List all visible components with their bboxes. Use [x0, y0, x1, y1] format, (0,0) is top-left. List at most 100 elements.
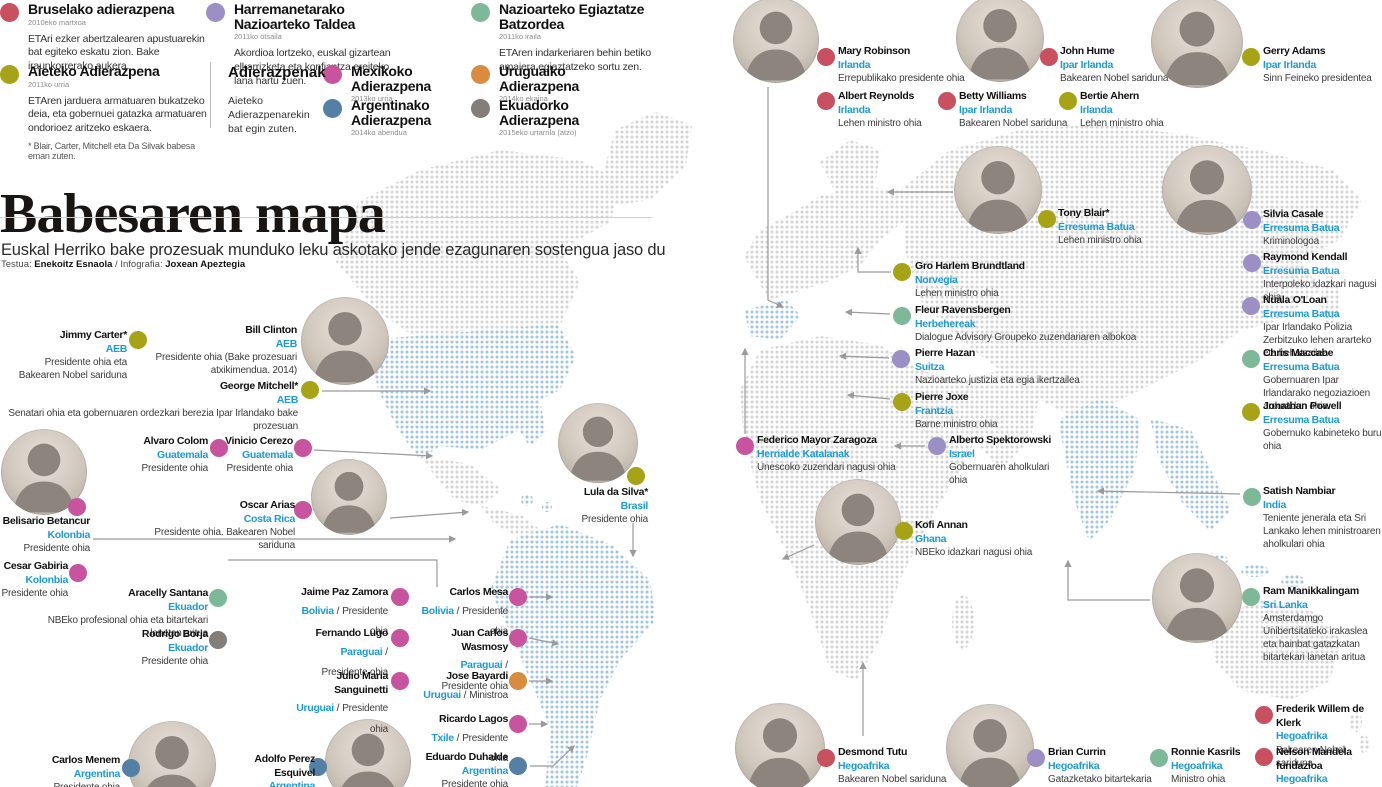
connector-line-13: [781, 544, 815, 560]
person-detail: Bolivia / Presidente ohia: [301, 604, 389, 638]
portrait-silhouette: [321, 471, 377, 533]
person-role: Presidente ohia eta Bakearen Nobel sarid…: [18, 357, 127, 382]
connector-line-18: [838, 352, 890, 360]
person-country: Herbehereak: [915, 317, 976, 330]
person-card-bertie-ahern: Bertie Ahern Irlanda Lehen ministro ohia: [1080, 90, 1190, 130]
connector-line-5: [389, 508, 470, 519]
legend-item-title: Uruguaiko Adierazpena: [499, 63, 579, 94]
person-name: Mary Robinson: [838, 45, 910, 57]
person-name: Fernando Lugo: [315, 627, 388, 639]
legend-item-date: 2011ko urria: [28, 79, 70, 89]
connector-line-6: [228, 559, 438, 587]
portrait-silhouette: [966, 160, 1030, 232]
declaration-dot-juan-carlos-wasmosy: [509, 629, 527, 647]
person-country: Hegoafrika: [1276, 773, 1328, 786]
connector-line-17: [844, 308, 891, 316]
declaration-dot-adolfo-perez-esquivel: [309, 758, 327, 776]
person-card-carlos-mesa: Carlos Mesa Bolivia / Presidente ohia: [420, 586, 509, 641]
legend-divider: [210, 62, 211, 128]
person-card-rodrigo-borja: Rodrigo Borja Ekuador Presidente ohia: [140, 628, 209, 668]
legend-item-aieteko-adierazpena: Aieteko Adierazpena 2011ko urria ETAren ja…: [0, 64, 218, 161]
declaration-dot-frederik-willem-de-klerk: [1255, 706, 1273, 724]
person-country: Israel: [949, 447, 975, 460]
photo-bill-clinton: [301, 297, 389, 385]
person-country: Hegoafrika: [1276, 730, 1328, 743]
person-role: NBEko profesional ohia eta bitartekari l…: [47, 615, 208, 640]
person-name: Juan Carlos Wasmosy: [451, 627, 508, 653]
person-country: Hegoafrika: [838, 759, 890, 772]
portrait-silhouette: [958, 718, 1022, 787]
portrait-silhouette: [1174, 160, 1240, 233]
declaration-dot-tony-blair: [1038, 210, 1056, 228]
credits-line: Testua: Enekoitz Esnaola / Infografia: J…: [1, 258, 246, 270]
photo-tony-blair: [954, 146, 1042, 234]
legend-color-dot: [471, 3, 490, 22]
person-country: Irlanda: [838, 58, 871, 71]
person-country: Frantzia: [915, 404, 953, 417]
declaration-dot-oscar-arias: [294, 501, 312, 519]
photo-carlos-menem: [128, 721, 216, 787]
person-country: Erresuma Batua: [1263, 413, 1340, 426]
person-card-julio-maria-sanguinetti: Julio Maria Sanguinetti Uruguai / Preside…: [292, 670, 388, 739]
person-card-juan-carlos-wasmosy: Juan Carlos Wasmosy Paraguai / Presidente…: [412, 627, 509, 696]
person-card-kofi-annan: Kofi Annan Ghana NBEko idazkari nagusi ohi…: [915, 519, 1070, 559]
person-role: Kriminologoa: [1263, 236, 1319, 248]
person-role: Unescoko zuzendari nagusi ohia: [757, 462, 896, 474]
person-name: Bill Clinton: [245, 324, 297, 336]
portrait-silhouette: [748, 718, 812, 787]
person-card-albert-reynolds: Albert Reynolds Irlanda Lehen ministro ohi…: [838, 90, 958, 130]
person-name: Federico Mayor Zaragoza: [757, 434, 877, 446]
person-country: Irlanda: [1080, 103, 1113, 116]
person-country: Ghana: [915, 532, 947, 545]
declaration-dot-pierre-hazan: [892, 350, 910, 368]
portrait-silhouette: [147, 735, 197, 787]
person-role: Presidente ohia: [441, 681, 509, 693]
photo-adolfo-perez-esquivel: [325, 719, 411, 787]
person-country: Erresuma Batua: [1058, 220, 1135, 233]
declaration-dot-jaime-paz-zamora: [391, 588, 409, 606]
person-card-tony-blair: Tony Blair* Erresuma Batua Lehen ministro …: [1058, 207, 1170, 247]
person-role: Errepublikako presidente ohia: [838, 73, 965, 85]
person-card-raymond-kendall: Raymond Kendall Erresuma Batua Interpoleko…: [1263, 251, 1382, 304]
person-role: Presidente ohia: [342, 703, 388, 736]
declaration-dot-nuala-o-loan: [1242, 297, 1260, 315]
person-name: Gerry Adams: [1263, 45, 1326, 57]
person-role: Presidente ohia: [441, 779, 509, 787]
declaration-dot-fernando-lugo: [391, 629, 409, 647]
declaration-dot-aracelly-santana: [209, 589, 227, 607]
person-detail: Paraguai / Presidente ohia: [441, 659, 509, 693]
photo-lula-da-silva: [558, 403, 638, 483]
person-country: Suitza: [915, 360, 945, 373]
photo-oscar-arias: [311, 459, 387, 535]
person-name: Ricardo Lagos: [438, 713, 508, 725]
person-card-ronnie-kasrils: Ronnie Kasrils Hegoafrika Ministro ohia: [1171, 746, 1271, 786]
photo-ram-manikkalingam: [1152, 553, 1242, 643]
person-detail: Uruguai / Ministroa: [423, 688, 508, 701]
person-name: Pierre Hazan: [915, 347, 976, 359]
person-role: Presidente ohia: [141, 463, 209, 475]
person-country: Uruguai: [423, 688, 461, 701]
person-country: Brasil: [620, 499, 649, 512]
person-country: Guatemala: [157, 448, 208, 461]
person-card-pierre-hazan: Pierre Hazan Suitza Nazioarteko justizia e…: [915, 347, 1125, 387]
person-card-adolfo-perez-esquivel: Adolfo Perez EsquivelArgentinaBakearen N…: [222, 753, 315, 787]
person-role: Presidente ohia: [226, 463, 294, 475]
person-card-desmond-tutu: Desmond Tutu Hegoafrika Bakearen Nobel sar…: [838, 746, 968, 786]
photo-mary-robinson: [733, 0, 819, 83]
legend-item-nazioarteko-egiaztatze-batzordea: Nazioarteko Egiaztatze Batzordea 2011ko i…: [471, 2, 663, 75]
legend-item-date: 2014ko ekaina: [499, 94, 548, 104]
legend-item-title: Mexikoko Adierazpena: [351, 63, 431, 94]
legend-color-dot: [471, 99, 490, 118]
person-card-frederik-willem-de-klerk: Frederik Willem de Klerk Hegoafrika Bakear…: [1276, 703, 1382, 770]
person-name: Alberto Spektorowski: [949, 434, 1051, 446]
person-role: Presidente ohia: [48, 781, 121, 787]
legend-item-date: 2010eko martxoa: [28, 17, 86, 27]
person-detail: Uruguai / Presidente ohia: [296, 702, 388, 736]
person-name: Jaime Paz Zamora: [301, 586, 388, 598]
person-role: Ministroa: [469, 689, 508, 701]
person-card-alvaro-colom: Alvaro Colom Guatemala Presidente ohia: [129, 435, 209, 475]
legend-item-date: 2011ko iraila: [499, 32, 541, 42]
person-name: Rodrigo Borja: [141, 628, 208, 640]
legend-item-desc: Akordioa lortzeko, euskal gizartean elka…: [234, 47, 391, 87]
person-country: Herrialde Katalanak: [757, 447, 850, 460]
